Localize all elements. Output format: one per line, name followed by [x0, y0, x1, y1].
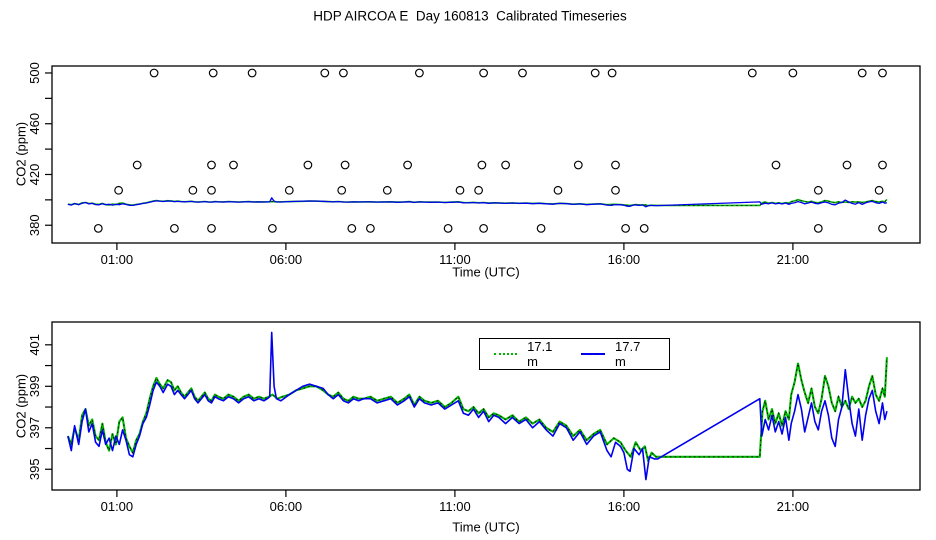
y-tick-label: 395: [27, 458, 42, 480]
y-tick-label: 401: [27, 334, 42, 356]
x-tick-label: 01:00: [101, 252, 134, 267]
cal-point-circle-500: [747, 68, 757, 78]
x-tick-label: 16:00: [608, 499, 641, 514]
x-tick-label: 16:00: [608, 252, 641, 267]
cal-point-circle-407.5: [337, 185, 347, 195]
y-tick-label: 380: [27, 214, 42, 236]
cal-point-circle-500: [415, 68, 424, 78]
cal-point-circle-500: [788, 68, 798, 78]
series-17.1m-dots: [67, 357, 888, 463]
legend-line-sample-17.7m: [581, 353, 605, 355]
x-tick-label: 11:00: [439, 499, 471, 514]
cal-point-circle-500: [878, 68, 887, 78]
cal-point-circle-377.5: [443, 224, 453, 233]
x-tick-label: 11:00: [439, 252, 471, 267]
y-tick-label: 420: [27, 164, 42, 186]
series-17.7m-line: [67, 197, 888, 208]
y-axis-title-bottom: CO2 (ppm): [13, 373, 29, 439]
cal-point-circle-427.5: [611, 160, 620, 170]
cal-point-circle-427.5: [842, 160, 852, 170]
series-17.7m-line: [67, 331, 888, 481]
cal-point-circle-427.5: [303, 160, 313, 170]
x-axis-title-top: Time (UTC): [452, 264, 520, 280]
cal-point-circle-377.5: [170, 224, 179, 233]
cal-point-circle-407.5: [611, 185, 620, 195]
cal-point-circle-407.5: [188, 185, 198, 195]
cal-point-circle-377.5: [93, 224, 103, 233]
cal-point-circle-427.5: [477, 160, 487, 170]
cal-point-circle-500: [590, 68, 600, 78]
cal-point-circle-407.5: [553, 185, 563, 195]
cal-point-circle-407.5: [455, 185, 465, 195]
cal-point-circle-377.5: [207, 224, 216, 233]
overview_panel-box: [51, 65, 921, 244]
series-17.1m-line: [66, 357, 888, 463]
legend-line-sample-17.1m: [494, 353, 518, 355]
cal-point-circle-500: [479, 68, 488, 78]
cal-point-circle-377.5: [813, 224, 823, 233]
cal-point-circle-407.5: [474, 185, 483, 195]
cal-point-circle-427.5: [878, 160, 887, 170]
cal-point-circle-377.5: [347, 224, 357, 233]
cal-point-circle-427.5: [771, 160, 781, 170]
cal-point-circle-427.5: [207, 160, 216, 170]
legend: 17.1 m 17.7 m: [479, 338, 670, 370]
legend-label-17.1m: 17.1 m: [527, 339, 553, 369]
x-tick-label: 06:00: [270, 499, 303, 514]
y-tick-label: 397: [27, 417, 42, 439]
y-tick-label: 500: [27, 62, 42, 84]
cal-point-circle-427.5: [229, 160, 238, 170]
detail_panel-box: [51, 321, 921, 491]
cal-point-circle-427.5: [573, 160, 583, 170]
cal-point-circle-427.5: [132, 160, 142, 170]
y-tick-label: 460: [27, 113, 42, 135]
cal-point-circle-377.5: [639, 224, 649, 233]
cal-point-circle-377.5: [366, 224, 375, 233]
cal-point-circle-407.5: [207, 185, 216, 195]
cal-point-circle-407.5: [114, 185, 123, 195]
y-axis-title-top: CO2 (ppm): [13, 121, 29, 187]
cal-point-circle-500: [208, 68, 218, 78]
x-tick-label: 06:00: [270, 252, 303, 267]
x-tick-label: 01:00: [101, 499, 134, 514]
cal-point-circle-377.5: [536, 224, 546, 233]
cal-point-circle-500: [607, 68, 617, 78]
cal-point-circle-407.5: [382, 185, 392, 195]
cal-point-circle-500: [320, 68, 330, 78]
cal-point-circle-500: [857, 68, 867, 78]
x-axis-title-bottom: Time (UTC): [452, 519, 520, 535]
y-tick-label: 399: [27, 375, 42, 397]
cal-point-circle-377.5: [268, 224, 277, 233]
x-tick-label: 21:00: [777, 252, 810, 267]
cal-point-circle-500: [149, 68, 159, 78]
cal-point-circle-427.5: [403, 160, 412, 170]
cal-point-circle-500: [518, 68, 527, 78]
cal-point-circle-377.5: [878, 224, 887, 233]
chart-title: HDP AIRCOA E Day 160813 Calibrated Times…: [313, 8, 627, 24]
cal-point-circle-407.5: [813, 185, 823, 195]
cal-point-circle-427.5: [340, 160, 350, 170]
cal-point-circle-377.5: [479, 224, 488, 233]
cal-point-circle-427.5: [501, 160, 510, 170]
x-tick-label: 21:00: [777, 499, 810, 514]
cal-point-circle-407.5: [874, 185, 884, 195]
legend-label-17.7m: 17.7 m: [615, 339, 641, 369]
cal-point-circle-407.5: [284, 185, 294, 195]
cal-point-circle-500: [247, 68, 257, 78]
cal-point-circle-500: [339, 68, 348, 78]
cal-point-circle-377.5: [621, 224, 630, 233]
